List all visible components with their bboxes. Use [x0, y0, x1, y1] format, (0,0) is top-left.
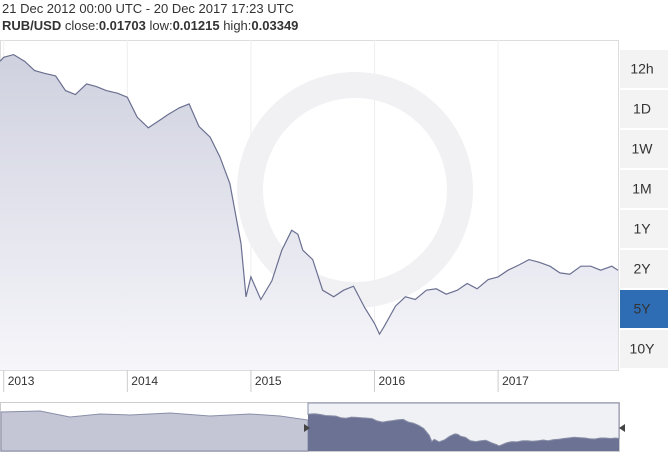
range-button-label: 1M	[632, 181, 651, 197]
low-label: low:	[149, 18, 173, 33]
range-button-label: 12h	[630, 61, 653, 77]
range-button[interactable]	[620, 290, 668, 328]
navigator-line	[307, 402, 620, 447]
range-button-label: 1D	[633, 101, 651, 117]
range-button[interactable]	[620, 50, 668, 88]
range-button[interactable]	[620, 330, 668, 368]
range-button[interactable]	[620, 130, 668, 168]
range-button-label: 1Y	[633, 221, 651, 237]
x-tick-label: 2016	[379, 374, 406, 388]
range-button[interactable]	[620, 90, 668, 128]
navigator-handle	[304, 424, 310, 432]
area	[0, 54, 618, 370]
x-tick-label: 2013	[8, 374, 35, 388]
x-tick-label: 2017	[502, 374, 529, 388]
navigator-history	[0, 410, 309, 452]
date-range: 21 Dec 2012 00:00 UTC - 20 Dec 2017 17:2…	[2, 1, 294, 16]
range-button-label: 10Y	[630, 341, 656, 357]
close-label: close:	[64, 18, 99, 33]
range-button-label: 1W	[632, 141, 654, 157]
close-value: 0.01703	[98, 18, 146, 33]
range-button[interactable]	[620, 250, 668, 288]
range-button[interactable]	[620, 170, 668, 208]
x-tick-label: 2014	[131, 374, 158, 388]
range-button-label: 5Y	[633, 301, 651, 317]
range-button-label: 2Y	[633, 261, 651, 277]
x-tick-label: 2015	[255, 374, 282, 388]
pair: RUB/USD	[2, 18, 62, 33]
high-value: 0.03349	[251, 18, 299, 33]
header: 21 Dec 2012 00:00 UTC - 20 Dec 2017 17:2…	[2, 0, 342, 34]
range-button[interactable]	[620, 210, 668, 248]
navigator-handle	[619, 424, 625, 432]
high-label: high:	[223, 18, 252, 33]
line	[0, 53, 619, 336]
low-value: 0.01215	[172, 18, 220, 33]
